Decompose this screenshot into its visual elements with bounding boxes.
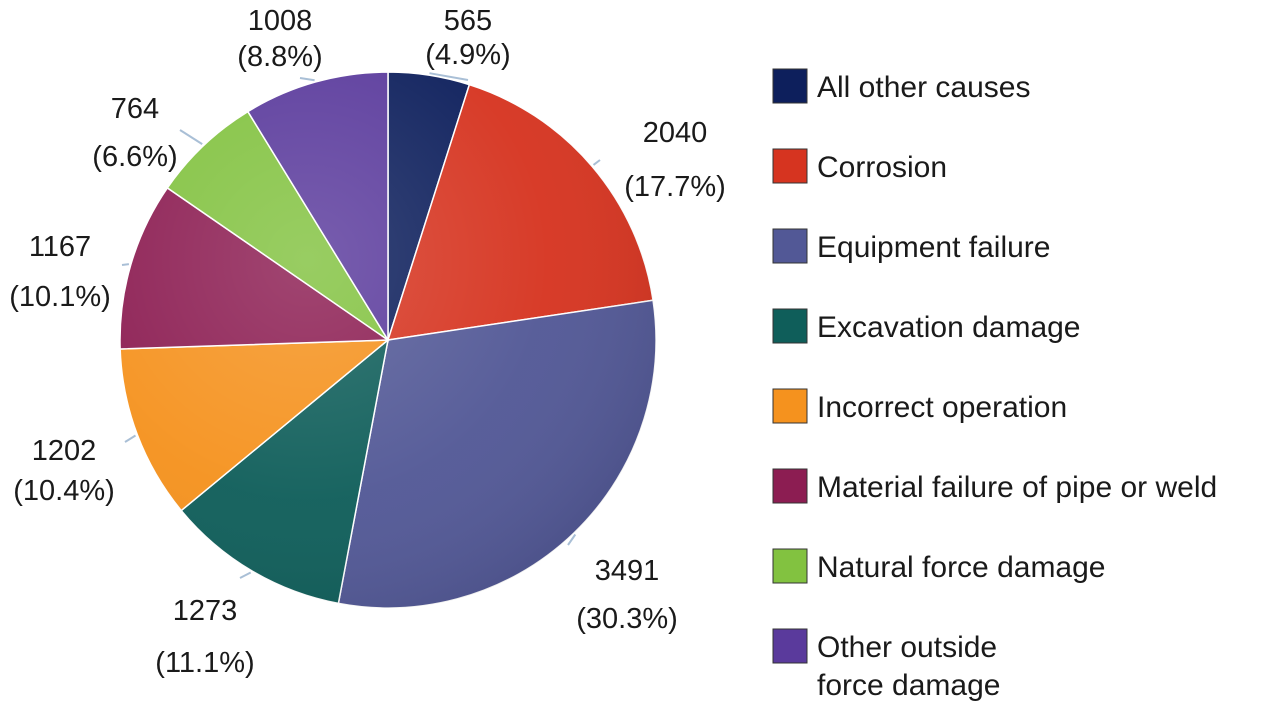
slice-value-label: 764 (111, 93, 159, 125)
legend-swatch (772, 148, 808, 184)
legend-item: Material failure of pipe or weld (772, 468, 1217, 504)
pie-shading (120, 72, 656, 608)
slice-percent-label: (10.4%) (13, 475, 115, 507)
legend-item: Other outside force damage (772, 628, 1000, 702)
legend-label: Excavation damage (817, 311, 1081, 344)
leader-line (179, 129, 203, 145)
leader-line (429, 72, 469, 81)
leader-lines (121, 72, 601, 579)
legend-label: Corrosion (817, 151, 947, 184)
legend-item: Equipment failure (772, 228, 1050, 264)
legend-label: Incorrect operation (817, 391, 1067, 424)
legend-item: Incorrect operation (772, 388, 1067, 424)
slice-percent-label: (17.7%) (624, 171, 726, 203)
legend-label: All other causes (817, 71, 1030, 104)
legend-item: All other causes (772, 68, 1030, 104)
leader-line (239, 571, 252, 579)
leader-line (567, 533, 577, 546)
legend-item: Corrosion (772, 148, 947, 184)
slice-value-label: 565 (444, 5, 492, 37)
legend-label: force damage (817, 669, 1000, 702)
slice-value-label: 1202 (32, 435, 97, 467)
leader-line (592, 159, 601, 166)
slice-value-label: 1273 (173, 595, 238, 627)
slice-value-label: 3491 (595, 555, 660, 587)
slice-percent-label: (4.9%) (425, 39, 510, 71)
legend-label: Equipment failure (817, 231, 1050, 264)
slice-value-label: 1167 (29, 231, 91, 263)
legend: All other causes Corrosion Equipment failu… (772, 68, 1217, 702)
leader-line (124, 434, 137, 443)
pie-shading-overlay (120, 72, 656, 608)
legend-swatch (772, 68, 808, 104)
legend-label: Other outside (817, 631, 997, 664)
slice-value-label: 1008 (248, 5, 313, 37)
leader-line (121, 263, 130, 266)
slice-percent-label: (30.3%) (576, 603, 678, 635)
slice-percent-label: (10.1%) (9, 281, 111, 313)
slice-percent-label: (8.8%) (237, 41, 322, 73)
legend-swatch (772, 628, 808, 664)
slice-value-label: 2040 (643, 117, 708, 149)
legend-item: Natural force damage (772, 548, 1106, 584)
legend-swatch (772, 228, 808, 264)
slice-percent-label: (6.6%) (92, 141, 177, 173)
legend-swatch (772, 548, 808, 584)
legend-label: Natural force damage (817, 551, 1106, 584)
legend-swatch (772, 468, 808, 504)
leader-line (299, 77, 315, 82)
legend-item: Excavation damage (772, 308, 1081, 344)
legend-label: Material failure of pipe or weld (817, 471, 1217, 504)
slice-labels: 565(4.9%) 2040 (17.7%) 3491 (30.3%) 1273 (11.1… (9, 5, 726, 679)
legend-swatch (772, 308, 808, 344)
slice-percent-label: (11.1%) (155, 647, 254, 679)
legend-swatch (772, 388, 808, 424)
